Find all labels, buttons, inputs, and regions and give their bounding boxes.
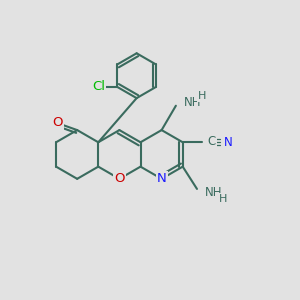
Text: O: O xyxy=(114,172,124,185)
Text: N: N xyxy=(224,136,233,149)
Text: H: H xyxy=(198,91,206,101)
Text: C: C xyxy=(207,135,216,148)
Text: O: O xyxy=(52,116,62,129)
Text: H: H xyxy=(219,194,228,204)
Text: NH: NH xyxy=(184,96,202,109)
Text: N: N xyxy=(157,172,166,185)
Text: NH: NH xyxy=(205,186,223,199)
Text: Cl: Cl xyxy=(92,80,105,93)
